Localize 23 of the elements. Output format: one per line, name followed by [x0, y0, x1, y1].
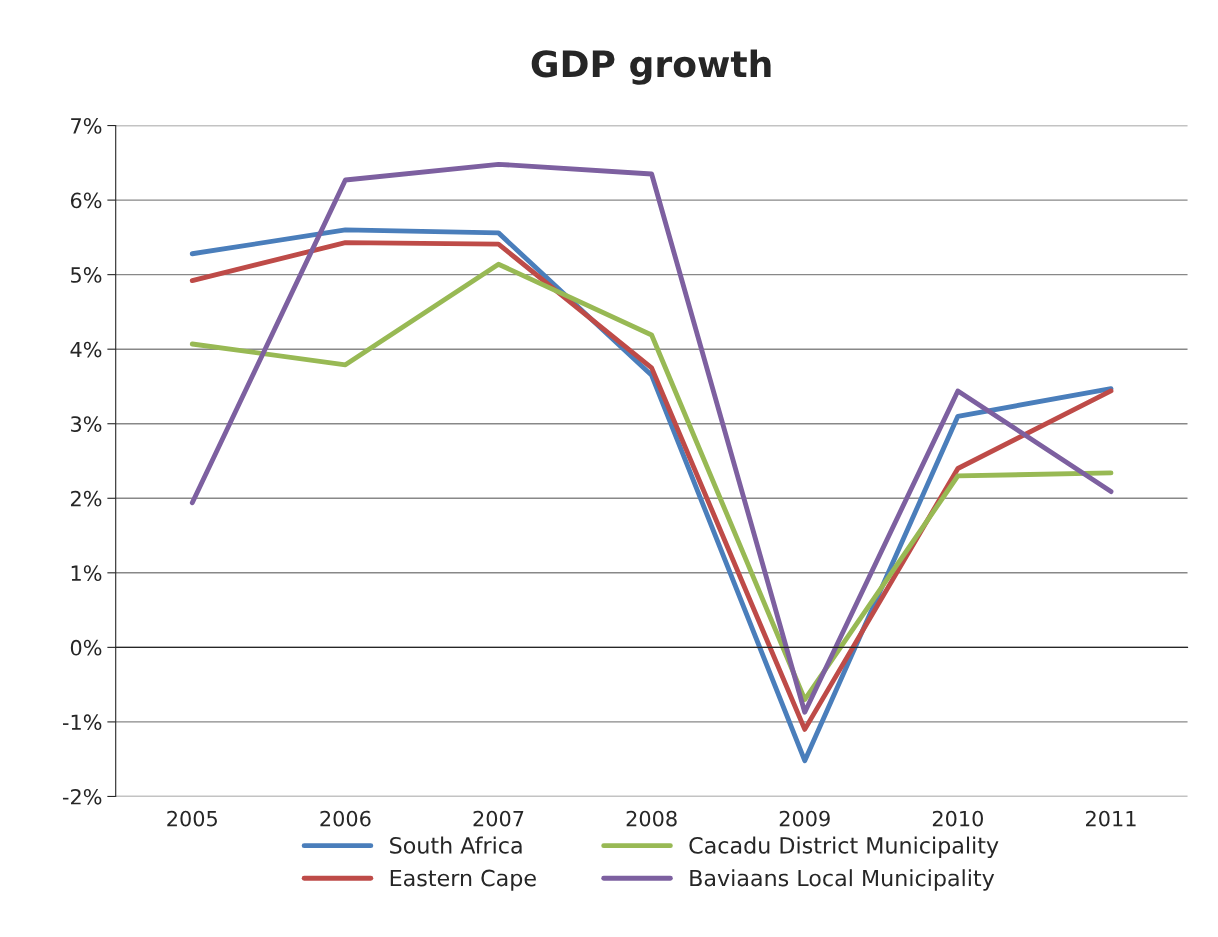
y-tick-label: 6% — [70, 192, 102, 209]
line-series — [189, 161, 1114, 715]
x-tick-label: 2009 — [779, 810, 830, 827]
y-tick-label: -2% — [62, 788, 102, 805]
legend-label: South Africa — [390, 836, 522, 854]
y-tick-label: 1% — [71, 565, 102, 582]
y-tick-label: 5% — [71, 267, 102, 283]
y-tick-label: -1% — [62, 714, 102, 731]
x-tick-label: 2007 — [473, 810, 524, 827]
legend-label: Cacadu District Municipality — [689, 836, 999, 859]
legend-label: Eastern Cape — [390, 869, 536, 891]
y-tick-label: 7% — [71, 118, 102, 134]
x-tick-label: 2008 — [626, 810, 677, 827]
y-tick-label: 0% — [70, 639, 102, 656]
x-tick-label: 2011 — [1086, 810, 1136, 827]
chart-title: GDP growth — [531, 49, 771, 85]
y-tick-label: 2% — [70, 490, 102, 507]
y-tick-label: 3% — [71, 416, 102, 432]
x-tick-label: 2006 — [320, 810, 371, 827]
legend-label: Baviaans Local Municipality — [690, 869, 995, 891]
y-tick-label: 4% — [70, 341, 102, 358]
x-tick-label: 2005 — [167, 810, 217, 827]
x-tick-label: 2010 — [932, 810, 983, 827]
